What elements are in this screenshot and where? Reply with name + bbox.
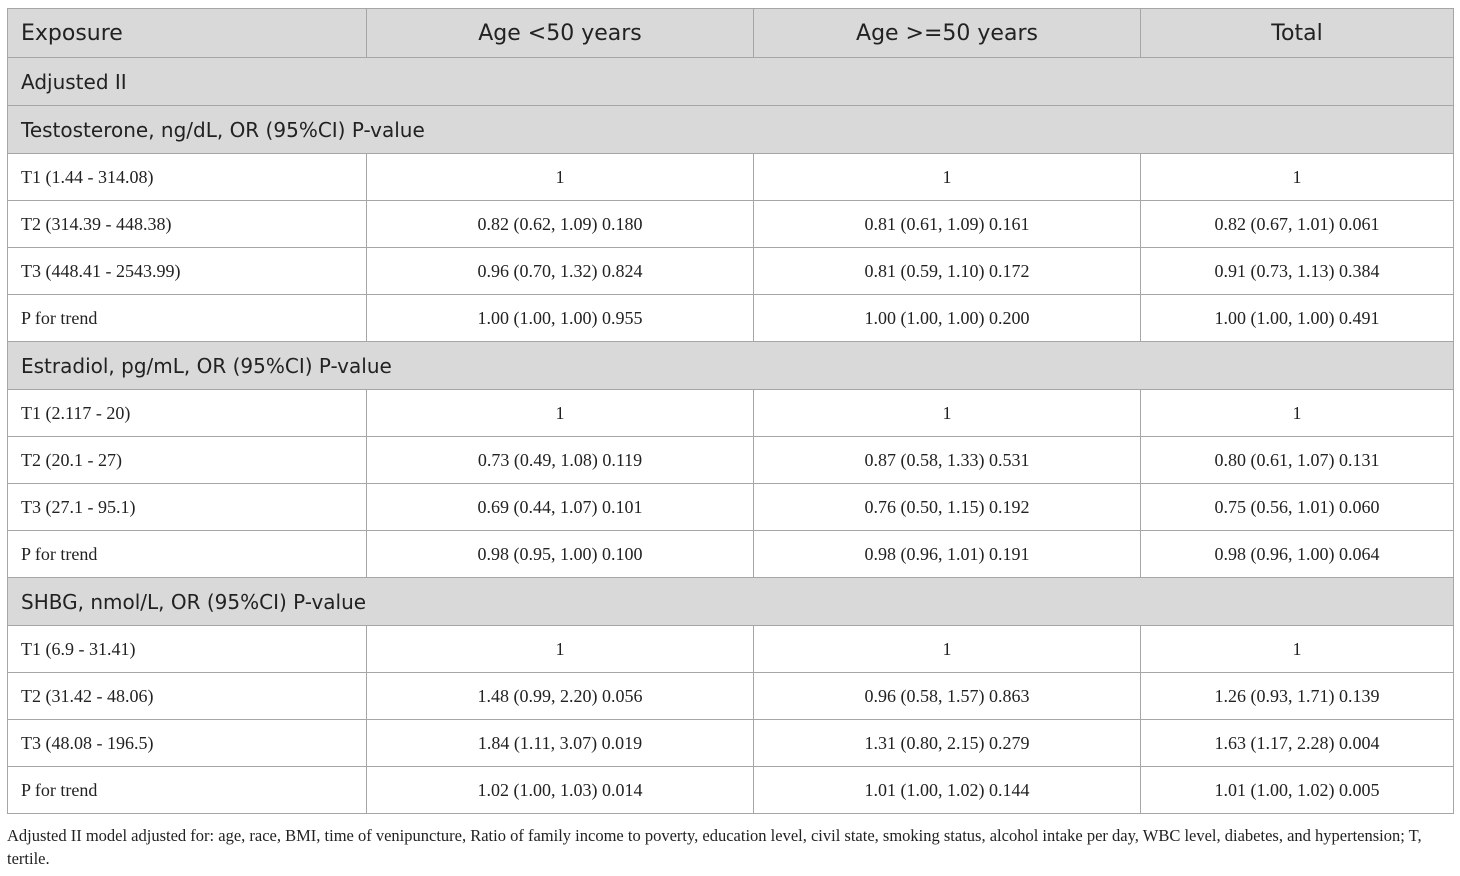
cell-total: 1.63 (1.17, 2.28) 0.004 [1140, 719, 1454, 767]
cell-age-under-50: 0.82 (0.62, 1.09) 0.180 [366, 200, 754, 248]
table-row: T1 (6.9 - 31.41) 1 1 1 [7, 625, 1454, 673]
cell-age-50-plus: 0.81 (0.59, 1.10) 0.172 [753, 247, 1141, 295]
cell-age-under-50: 1.00 (1.00, 1.00) 0.955 [366, 294, 754, 342]
row-label: T2 (31.42 - 48.06) [7, 672, 367, 720]
cell-age-50-plus: 0.87 (0.58, 1.33) 0.531 [753, 436, 1141, 484]
table-row: T2 (20.1 - 27) 0.73 (0.49, 1.08) 0.119 0… [7, 436, 1454, 484]
section-header-row: SHBG, nmol/L, OR (95%CI) P-value [7, 577, 1454, 626]
section-header-row: Testosterone, ng/dL, OR (95%CI) P-value [7, 105, 1454, 154]
table-row: T3 (27.1 - 95.1) 0.69 (0.44, 1.07) 0.101… [7, 483, 1454, 531]
table-row: P for trend 0.98 (0.95, 1.00) 0.100 0.98… [7, 530, 1454, 578]
cell-age-50-plus: 1.00 (1.00, 1.00) 0.200 [753, 294, 1141, 342]
row-label: T3 (27.1 - 95.1) [7, 483, 367, 531]
cell-age-under-50: 1 [366, 389, 754, 437]
cell-age-under-50: 1 [366, 625, 754, 673]
cell-total: 1 [1140, 389, 1454, 437]
cell-age-50-plus: 1 [753, 153, 1141, 201]
table-row: T1 (2.117 - 20) 1 1 1 [7, 389, 1454, 437]
cell-age-50-plus: 0.98 (0.96, 1.01) 0.191 [753, 530, 1141, 578]
cell-age-50-plus: 0.81 (0.61, 1.09) 0.161 [753, 200, 1141, 248]
cell-total: 1.26 (0.93, 1.71) 0.139 [1140, 672, 1454, 720]
section-header-row: Estradiol, pg/mL, OR (95%CI) P-value [7, 341, 1454, 390]
cell-total: 0.98 (0.96, 1.00) 0.064 [1140, 530, 1454, 578]
cell-total: 1.01 (1.00, 1.02) 0.005 [1140, 766, 1454, 814]
cell-total: 0.91 (0.73, 1.13) 0.384 [1140, 247, 1454, 295]
cell-age-50-plus: 1.31 (0.80, 2.15) 0.279 [753, 719, 1141, 767]
header-total: Total [1140, 8, 1454, 58]
cell-age-50-plus: 1.01 (1.00, 1.02) 0.144 [753, 766, 1141, 814]
section-title: Estradiol, pg/mL, OR (95%CI) P-value [7, 341, 1454, 390]
cell-total: 0.75 (0.56, 1.01) 0.060 [1140, 483, 1454, 531]
table-row: T2 (31.42 - 48.06) 1.48 (0.99, 2.20) 0.0… [7, 672, 1454, 720]
cell-age-under-50: 0.98 (0.95, 1.00) 0.100 [366, 530, 754, 578]
cell-total: 0.82 (0.67, 1.01) 0.061 [1140, 200, 1454, 248]
cell-age-50-plus: 1 [753, 389, 1141, 437]
row-label: T1 (1.44 - 314.08) [7, 153, 367, 201]
row-label: P for trend [7, 530, 367, 578]
row-label: T1 (2.117 - 20) [7, 389, 367, 437]
model-row: Adjusted II [7, 57, 1454, 106]
cell-age-under-50: 1.48 (0.99, 2.20) 0.056 [366, 672, 754, 720]
section-title: SHBG, nmol/L, OR (95%CI) P-value [7, 577, 1454, 626]
cell-age-under-50: 0.73 (0.49, 1.08) 0.119 [366, 436, 754, 484]
row-label: T1 (6.9 - 31.41) [7, 625, 367, 673]
cell-total: 0.80 (0.61, 1.07) 0.131 [1140, 436, 1454, 484]
table-row: T3 (448.41 - 2543.99) 0.96 (0.70, 1.32) … [7, 247, 1454, 295]
header-age-50-plus: Age >=50 years [753, 8, 1141, 58]
table-row: T2 (314.39 - 448.38) 0.82 (0.62, 1.09) 0… [7, 200, 1454, 248]
section-title: Testosterone, ng/dL, OR (95%CI) P-value [7, 105, 1454, 154]
row-label: T2 (314.39 - 448.38) [7, 200, 367, 248]
cell-age-under-50: 1.84 (1.11, 3.07) 0.019 [366, 719, 754, 767]
row-label: T3 (448.41 - 2543.99) [7, 247, 367, 295]
cell-age-under-50: 0.69 (0.44, 1.07) 0.101 [366, 483, 754, 531]
cell-age-under-50: 0.96 (0.70, 1.32) 0.824 [366, 247, 754, 295]
cell-total: 1 [1140, 625, 1454, 673]
cell-total: 1 [1140, 153, 1454, 201]
cell-age-50-plus: 0.96 (0.58, 1.57) 0.863 [753, 672, 1141, 720]
row-label: T3 (48.08 - 196.5) [7, 719, 367, 767]
cell-age-50-plus: 1 [753, 625, 1141, 673]
header-age-under-50: Age <50 years [366, 8, 754, 58]
cell-age-50-plus: 0.76 (0.50, 1.15) 0.192 [753, 483, 1141, 531]
table-row: T1 (1.44 - 314.08) 1 1 1 [7, 153, 1454, 201]
table-row: P for trend 1.02 (1.00, 1.03) 0.014 1.01… [7, 766, 1454, 814]
header-exposure: Exposure [7, 8, 367, 58]
cell-age-under-50: 1 [366, 153, 754, 201]
table-footnote: Adjusted II model adjusted for: age, rac… [7, 826, 1422, 868]
cell-total: 1.00 (1.00, 1.00) 0.491 [1140, 294, 1454, 342]
model-label: Adjusted II [7, 57, 1454, 106]
results-table-container: Exposure Age <50 years Age >=50 years To… [7, 8, 1454, 814]
row-label: P for trend [7, 766, 367, 814]
table-row: P for trend 1.00 (1.00, 1.00) 0.955 1.00… [7, 294, 1454, 342]
cell-age-under-50: 1.02 (1.00, 1.03) 0.014 [366, 766, 754, 814]
header-row: Exposure Age <50 years Age >=50 years To… [7, 8, 1454, 58]
results-table: Exposure Age <50 years Age >=50 years To… [7, 8, 1454, 814]
table-row: T3 (48.08 - 196.5) 1.84 (1.11, 3.07) 0.0… [7, 719, 1454, 767]
row-label: P for trend [7, 294, 367, 342]
row-label: T2 (20.1 - 27) [7, 436, 367, 484]
